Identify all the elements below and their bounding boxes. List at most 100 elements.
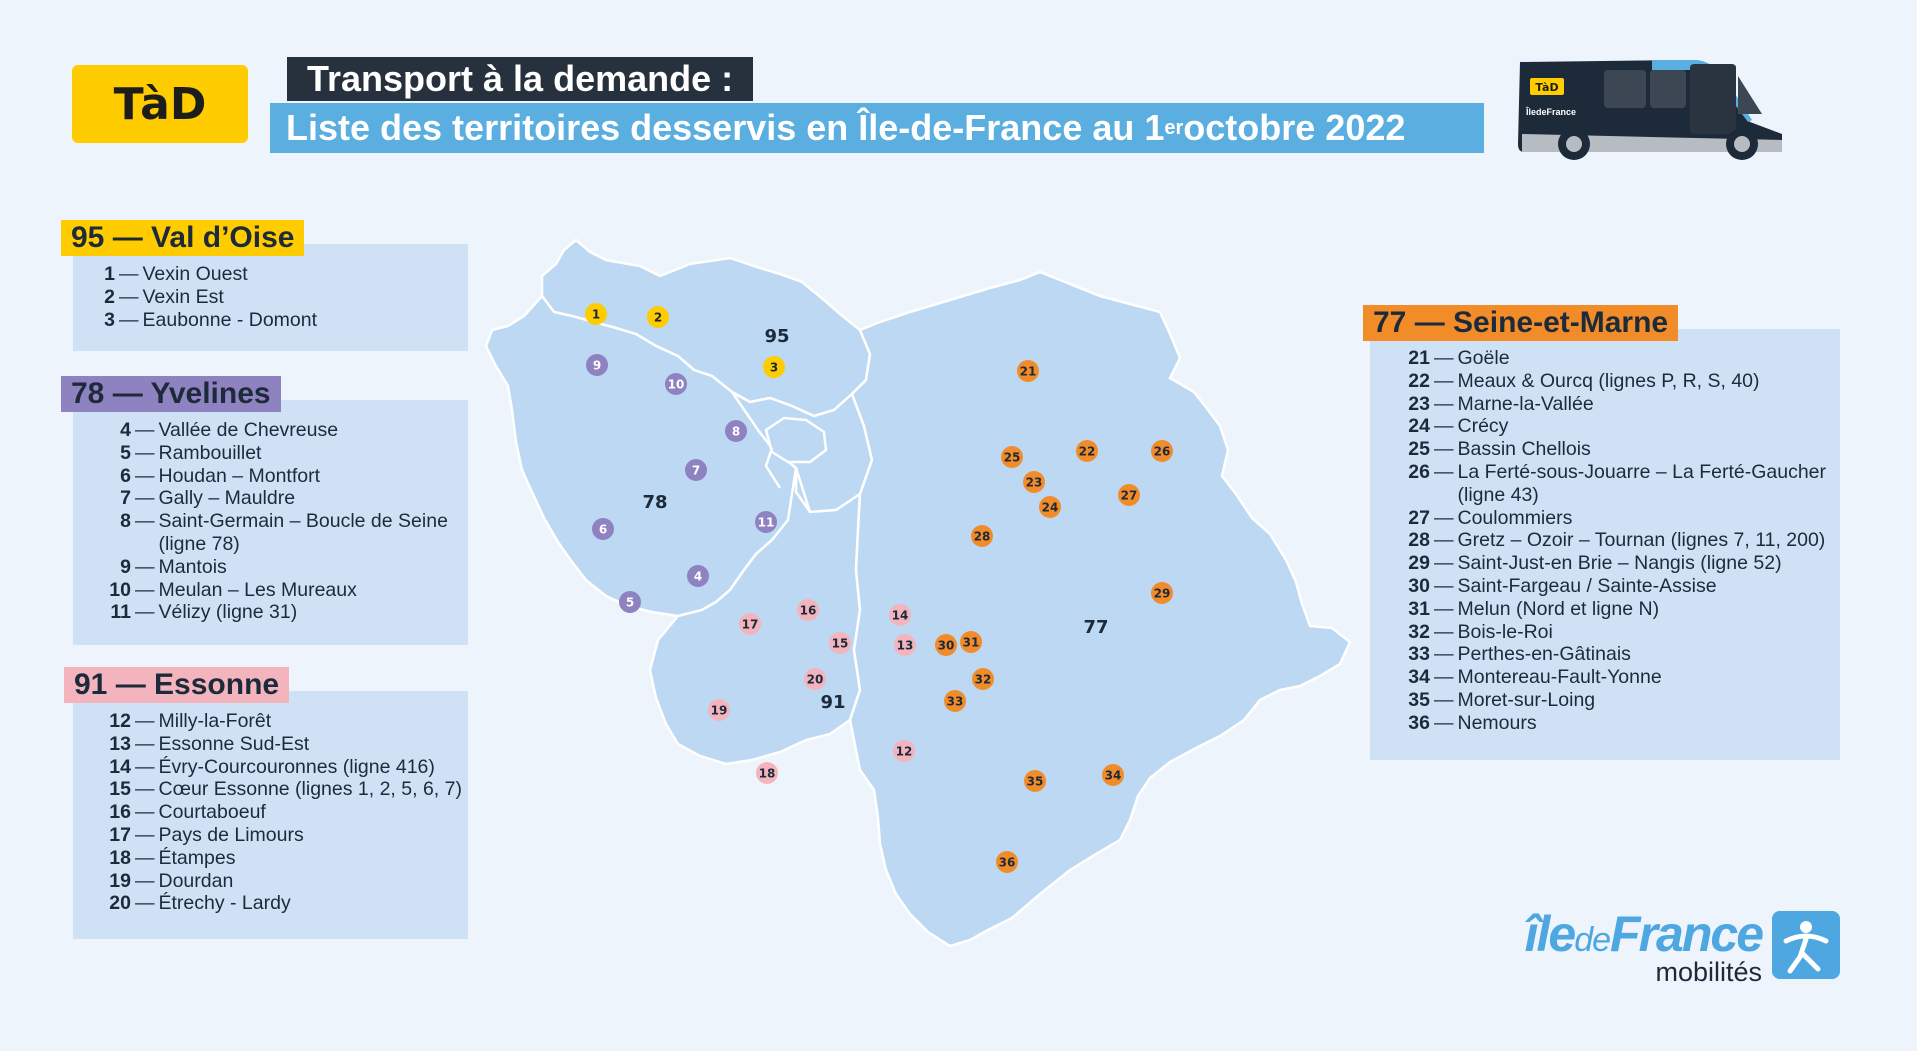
territory-item-34: 34— Montereau-Fault-Yonne: [1386, 666, 1838, 689]
bus-badge: TàD: [1535, 81, 1558, 94]
marker-dot: [1151, 440, 1173, 462]
territory-number: 13: [109, 732, 131, 755]
map-marker-34: 34: [1102, 764, 1124, 786]
marker-number: 13: [897, 639, 914, 653]
territory-item-17: 17— Pays de Limours: [91, 824, 462, 847]
map-marker-27: 27: [1118, 484, 1140, 506]
separator: —: [1434, 438, 1454, 461]
dept-label-78: 78: [642, 492, 667, 513]
panel-77-title: 77 — Seine-et-Marne: [1363, 305, 1679, 341]
territory-label: Goële: [1457, 347, 1510, 369]
territory-number: 19: [109, 869, 131, 892]
territory-item-11: 11— Vélizy (ligne 31): [91, 601, 465, 624]
marker-dot: [687, 565, 709, 587]
territory-label: Essonne Sud-Est: [158, 732, 310, 755]
territory-label: Crécy: [1457, 415, 1509, 438]
marker-number: 16: [800, 604, 817, 618]
map-marker-18: 18: [756, 762, 778, 784]
territory-label: Saint-Just-en Brie – Nangis (ligne 52): [1457, 552, 1782, 575]
panel-91: 12— Milly-la-Forêt 13— Essonne Sud-Est 14— Év…: [73, 691, 468, 939]
marker-number: 33: [947, 695, 964, 709]
map-marker-36: 36: [996, 851, 1018, 873]
map-marker-5: 5: [619, 591, 641, 613]
territory-item-13: 13— Essonne Sud-Est: [91, 733, 462, 756]
marker-dot: [708, 699, 730, 721]
idfm-subtitle: mobilités: [1655, 957, 1762, 987]
territory-number: 36: [1408, 711, 1430, 734]
map-marker-6: 6: [592, 518, 614, 540]
territory-number: 16: [109, 801, 131, 824]
separator: —: [119, 285, 139, 308]
dept-label-77: 77: [1083, 617, 1108, 638]
map-marker-24: 24: [1039, 496, 1061, 518]
territory-label: Vallée de Chevreuse: [158, 419, 339, 441]
map-marker-20: 20: [804, 668, 826, 690]
territory-number: 18: [109, 846, 131, 869]
bus-badge-bg: [1530, 78, 1564, 95]
panel-78: 4— Vallée de Chevreuse 5— Rambouillet 6— Houd…: [73, 400, 468, 645]
map-marker-7: 7: [685, 459, 707, 481]
territory-label: Pays de Limours: [158, 823, 304, 846]
territory-number: 2: [104, 285, 115, 308]
separator: —: [135, 732, 155, 755]
territory-number: 4: [120, 419, 131, 441]
territory-label: Meaux & Ourcq (lignes P, R, S, 40): [1457, 369, 1760, 392]
territory-label: Eaubonne - Domont: [142, 308, 318, 331]
marker-dot: [972, 668, 994, 690]
territory-label: Gretz – Ozoir – Tournan (lignes 7, 11, 2…: [1457, 529, 1826, 552]
marker-number: 8: [732, 425, 740, 439]
marker-dot: [996, 851, 1018, 873]
territory-label: La Ferté-sous-Jouarre – La Ferté-Gaucher…: [1457, 460, 1827, 506]
marker-dot: [586, 354, 608, 376]
marker-dot: [894, 634, 916, 656]
idf-map: 95 78 91 77 1 234567891011121314151617181…: [484, 238, 1352, 948]
territory-number: 26: [1408, 460, 1430, 483]
marker-dot: [829, 632, 851, 654]
territory-item-29: 29— Saint-Just-en Brie – Nangis (ligne 52…: [1386, 552, 1838, 575]
map-marker-29: 29: [1151, 582, 1173, 604]
territory-label: Melun (Nord et ligne N): [1457, 597, 1660, 620]
marker-number: 22: [1079, 445, 1096, 459]
map-marker-9: 9: [586, 354, 608, 376]
map-marker-1: 1: [585, 303, 607, 325]
marker-dot: [944, 690, 966, 712]
separator: —: [1434, 506, 1454, 529]
marker-number: 29: [1154, 587, 1171, 601]
map-marker-25: 25: [1001, 446, 1023, 468]
map-marker-32: 32: [972, 668, 994, 690]
separator: —: [135, 846, 155, 869]
territory-label: Perthes-en-Gâtinais: [1457, 643, 1631, 666]
marker-number: 1: [592, 308, 600, 322]
map-marker-10: 10: [665, 373, 687, 395]
territory-item-20: 20— Étrechy - Lardy: [91, 892, 462, 915]
territory-number: 34: [1408, 666, 1430, 689]
separator: —: [135, 801, 155, 824]
separator: —: [1434, 574, 1454, 597]
bus-brand: ÎledeFrance: [1525, 106, 1576, 117]
region-paris: [764, 416, 828, 464]
separator: —: [135, 601, 155, 624]
separator: —: [1434, 597, 1454, 620]
territory-item-35: 35— Moret-sur-Loing: [1386, 689, 1838, 712]
marker-dot: [725, 420, 747, 442]
territory-item-22: 22— Meaux & Ourcq (lignes P, R, S, 40): [1386, 370, 1838, 393]
separator: —: [1434, 688, 1454, 711]
territory-label: Rambouillet: [158, 441, 262, 464]
territory-number: 12: [109, 710, 131, 732]
marker-dot: [647, 306, 669, 328]
territory-item-14: 14— Évry-Courcouronnes (ligne 416): [91, 756, 462, 779]
marker-number: 2: [654, 311, 662, 325]
marker-dot: [1017, 360, 1039, 382]
territory-label: Vélizy (ligne 31): [158, 601, 298, 624]
map-marker-23: 23: [1023, 471, 1045, 493]
marker-dot: [1076, 440, 1098, 462]
title-line-2: Liste des territoires desservis en Île-d…: [270, 103, 1484, 153]
panel-95: 1— Vexin Ouest 2— Vexin Est 3— Eaubonne - Dom…: [73, 244, 468, 351]
territory-number: 35: [1408, 688, 1430, 711]
separator: —: [135, 892, 155, 915]
map-marker-16: 16: [797, 599, 819, 621]
marker-number: 17: [742, 618, 759, 632]
marker-number: 12: [896, 745, 913, 759]
marker-number: 36: [999, 856, 1016, 870]
separator: —: [1434, 620, 1454, 643]
